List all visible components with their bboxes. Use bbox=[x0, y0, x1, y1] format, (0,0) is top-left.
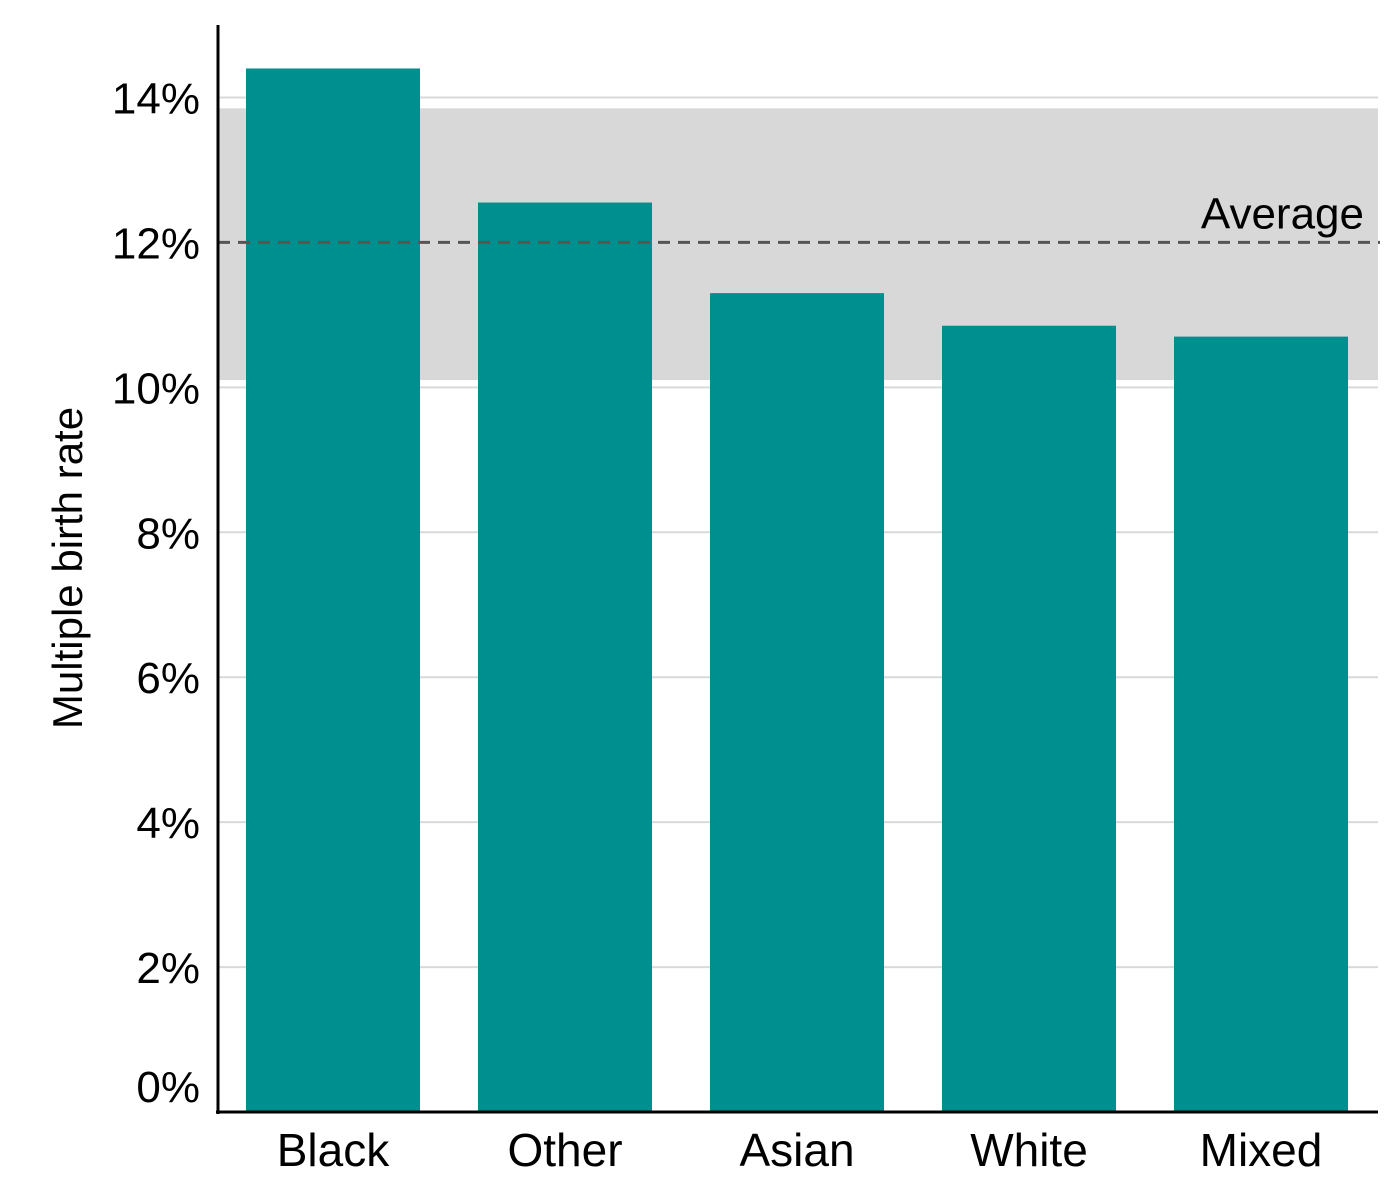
bar-mixed bbox=[1174, 336, 1348, 1112]
y-tick-label: 2% bbox=[136, 944, 200, 993]
bar-other bbox=[478, 202, 652, 1112]
y-tick-label: 14% bbox=[112, 74, 200, 123]
x-category-label: Asian bbox=[739, 1124, 854, 1176]
axes bbox=[216, 25, 1378, 1114]
x-category-label: Mixed bbox=[1200, 1124, 1323, 1176]
bars bbox=[246, 68, 1348, 1113]
y-tick-labels: 0% 2% 4% 6% 8% 10% 12% 14% bbox=[112, 74, 200, 1112]
bar-black bbox=[246, 68, 420, 1113]
y-tick-label: 0% bbox=[136, 1063, 200, 1112]
y-tick-label: 12% bbox=[112, 219, 200, 268]
y-tick-label: 8% bbox=[136, 509, 200, 558]
x-category-labels: Black Other Asian White Mixed bbox=[277, 1124, 1323, 1176]
x-category-label: Other bbox=[507, 1124, 622, 1176]
x-category-label: White bbox=[970, 1124, 1088, 1176]
y-axis-title: Multiple birth rate bbox=[44, 407, 91, 729]
bar-white bbox=[942, 325, 1116, 1112]
y-tick-label: 10% bbox=[112, 364, 200, 413]
average-label: Average bbox=[1201, 189, 1364, 238]
y-tick-label: 4% bbox=[136, 799, 200, 848]
y-tick-label: 6% bbox=[136, 654, 200, 703]
average-layer: Average bbox=[218, 189, 1380, 244]
bar-asian bbox=[710, 293, 884, 1112]
x-category-label: Black bbox=[277, 1124, 390, 1176]
